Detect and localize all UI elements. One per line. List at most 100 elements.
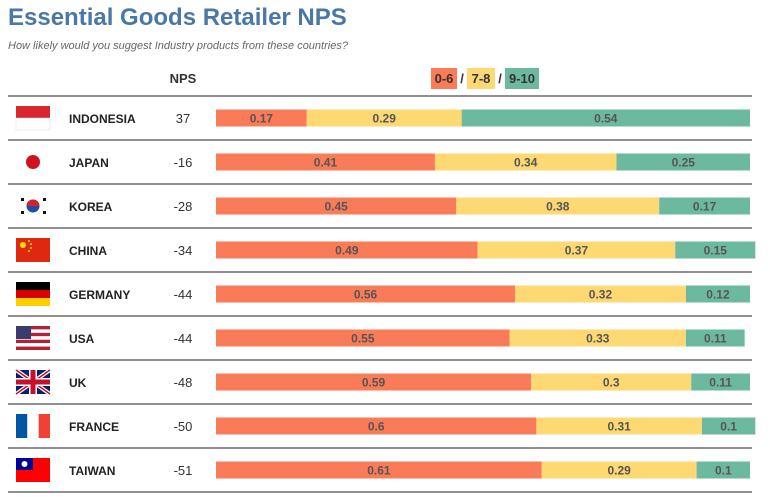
bar-segment-7-8 [477, 241, 676, 259]
legend-swatch-9-10 [505, 68, 539, 89]
data-label: 0.17 [250, 112, 274, 126]
nps-value: -44 [174, 287, 193, 302]
country-label: CHINA [69, 244, 107, 258]
bar-segment-0-6 [216, 373, 532, 391]
data-label: 0.34 [514, 156, 538, 170]
bar-segment-9-10 [616, 153, 750, 171]
nps-header: NPS [170, 71, 197, 86]
chart-row: KOREA -28 0.45 0.38 0.17 [8, 194, 752, 229]
bar-segment-0-6 [216, 241, 478, 259]
nps-value: 37 [176, 111, 190, 126]
country-label: TAIWAN [69, 464, 115, 478]
data-label: 0.38 [546, 200, 570, 214]
data-label: 0.37 [565, 244, 589, 258]
korea-flag [16, 194, 50, 218]
legend-separator: / [460, 71, 464, 86]
data-label: 0.29 [373, 112, 397, 126]
country-label: GERMANY [69, 288, 130, 302]
country-label: JAPAN [69, 156, 109, 170]
data-label: 0.15 [704, 244, 728, 258]
country-label: USA [69, 332, 95, 346]
data-label: 0.49 [335, 244, 359, 258]
chart-subtitle: How likely would you suggest Industry pr… [8, 40, 348, 52]
data-label: 0.1 [720, 420, 737, 434]
data-label: 0.59 [362, 376, 386, 390]
bar-segment-7-8 [515, 285, 686, 303]
bar-segment-0-6 [216, 197, 457, 215]
taiwan-flag [16, 458, 50, 482]
data-label: 0.25 [672, 156, 696, 170]
data-label: 0.33 [586, 332, 610, 346]
nps-value: -51 [174, 463, 193, 478]
bar-segment-7-8 [456, 197, 660, 215]
chart-row: USA -44 0.55 0.33 0.11 [8, 326, 752, 361]
data-label: 0.29 [607, 464, 631, 478]
nps-value: -48 [174, 375, 193, 390]
bar-segment-9-10 [685, 285, 750, 303]
bar-segment-9-10 [675, 241, 756, 259]
data-label: 0.55 [351, 332, 375, 346]
nps-value: -34 [174, 243, 193, 258]
bar-segment-7-8 [434, 153, 617, 171]
bar-segment-9-10 [659, 197, 750, 215]
legend-swatch-7-8 [467, 68, 495, 89]
bar-segment-0-6 [216, 329, 510, 347]
data-label: 0.17 [693, 200, 717, 214]
country-label: FRANCE [69, 420, 119, 434]
data-label: 0.32 [589, 288, 613, 302]
country-label: UK [69, 376, 87, 390]
data-label: 0.56 [354, 288, 378, 302]
japan-flag [16, 150, 50, 174]
bar-segment-7-8 [541, 461, 697, 479]
bar-segment-7-8 [509, 329, 686, 347]
data-label: 0.31 [607, 420, 631, 434]
bar-segment-0-6 [216, 109, 307, 127]
bar-segment-0-6 [216, 153, 435, 171]
bar-segment-0-6 [216, 461, 542, 479]
bar-segment-9-10 [701, 417, 756, 435]
china-flag [16, 238, 50, 262]
legend-label-9-10: 9-10 [509, 71, 535, 86]
usa-flag [16, 326, 50, 350]
bar-segment-9-10 [696, 461, 750, 479]
nps-value: -28 [174, 199, 193, 214]
legend-label-7-8: 7-8 [472, 71, 491, 86]
chart-row: JAPAN -16 0.41 0.34 0.25 [8, 150, 752, 185]
nps-value: -50 [174, 419, 193, 434]
uk-flag [14, 368, 52, 396]
bar-segment-0-6 [216, 285, 516, 303]
bar-segment-0-6 [216, 417, 537, 435]
bar-segment-7-8 [306, 109, 462, 127]
chart-row: INDONESIA 37 0.17 0.29 0.54 [8, 106, 752, 141]
nps-value: -44 [174, 331, 193, 346]
bar-segment-7-8 [531, 373, 692, 391]
data-label: 0.6 [368, 420, 385, 434]
data-label: 0.61 [367, 464, 391, 478]
chart-row: CHINA -34 0.49 0.37 0.15 [8, 238, 756, 273]
country-label: INDONESIA [69, 112, 136, 126]
data-label: 0.11 [704, 332, 727, 346]
france-flag [16, 414, 50, 438]
legend-separator: / [498, 71, 502, 86]
bar-segment-9-10 [691, 373, 750, 391]
nps-value: -16 [174, 155, 193, 170]
chart-row: UK -48 0.59 0.3 0.11 [8, 368, 752, 405]
bar-segment-7-8 [536, 417, 702, 435]
data-label: 0.11 [709, 376, 732, 390]
data-label: 0.12 [706, 288, 730, 302]
chart-title: Essential Goods Retailer NPS [8, 4, 347, 31]
germany-flag [16, 282, 50, 306]
chart-row: GERMANY -44 0.56 0.32 0.12 [8, 282, 752, 317]
legend-label-0-6: 0-6 [435, 71, 454, 86]
data-label: 0.1 [715, 464, 732, 478]
data-label: 0.3 [603, 376, 620, 390]
chart-row: FRANCE -50 0.6 0.31 0.1 [8, 414, 756, 449]
chart-row: TAIWAN -51 0.61 0.29 0.1 [8, 458, 752, 493]
bar-segment-9-10 [461, 109, 750, 127]
data-label: 0.54 [594, 112, 618, 126]
data-label: 0.41 [314, 156, 338, 170]
legend-swatch-0-6 [431, 68, 457, 89]
data-label: 0.45 [324, 200, 348, 214]
country-label: KOREA [69, 200, 113, 214]
indonesia-flag [15, 106, 51, 131]
